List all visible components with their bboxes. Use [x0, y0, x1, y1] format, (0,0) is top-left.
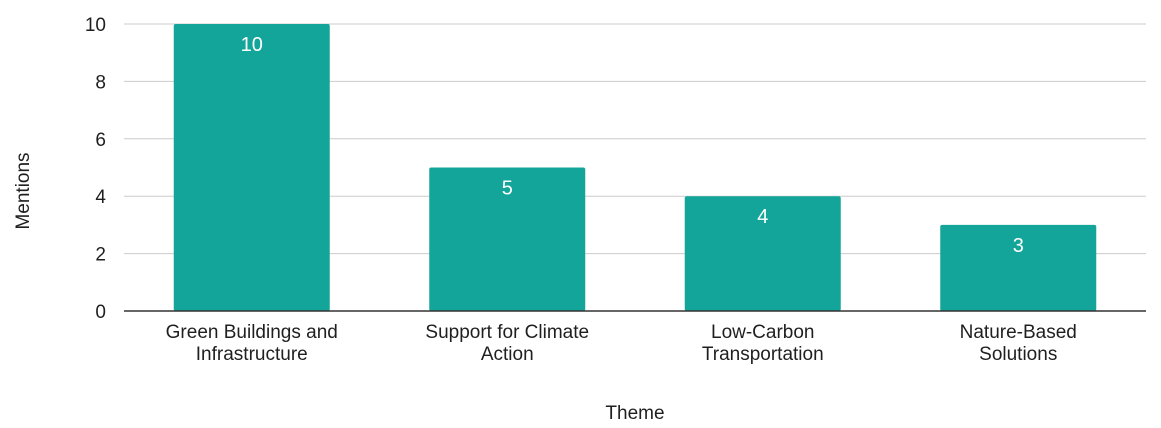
bar [429, 167, 586, 311]
x-category-label: Nature-Based Solutions [960, 322, 1077, 365]
x-axis-category-labels: Green Buildings and Infrastructure Support… [166, 322, 1077, 365]
bar-value-label: 5 [502, 178, 513, 200]
y-axis-title: Mentions [13, 152, 34, 229]
y-axis-ticks: 0 2 4 6 8 10 [85, 15, 107, 323]
bar [940, 224, 1097, 311]
y-tick-label: 4 [95, 187, 106, 208]
x-category-label: Low-Carbon Transportation [702, 322, 824, 365]
y-tick-label: 8 [95, 72, 106, 93]
x-category-label: Support for Climate Action [425, 322, 589, 365]
x-axis-title: Theme [605, 403, 664, 424]
bars: 10 5 4 3 [173, 24, 1097, 311]
x-category-label-line: Infrastructure [196, 344, 308, 365]
bar-value-label: 10 [241, 34, 263, 56]
x-category-label-line: Support for Climate [425, 322, 589, 343]
bar-value-label: 4 [757, 206, 768, 228]
y-tick-label: 2 [95, 245, 106, 266]
bar-value-label: 3 [1013, 235, 1024, 257]
bar [173, 24, 330, 311]
bar [684, 196, 841, 311]
y-tick-label: 10 [85, 15, 106, 36]
x-category-label-line: Action [481, 344, 534, 365]
x-category-label-line: Low-Carbon [711, 322, 815, 343]
x-category-label-line: Green Buildings and [166, 322, 338, 343]
x-category-label-line: Transportation [702, 344, 824, 365]
x-category-label-line: Solutions [979, 344, 1057, 365]
y-tick-label: 6 [95, 130, 106, 151]
y-tick-label: 0 [95, 302, 106, 323]
x-category-label-line: Nature-Based [960, 322, 1077, 343]
x-category-label: Green Buildings and Infrastructure [166, 322, 338, 365]
